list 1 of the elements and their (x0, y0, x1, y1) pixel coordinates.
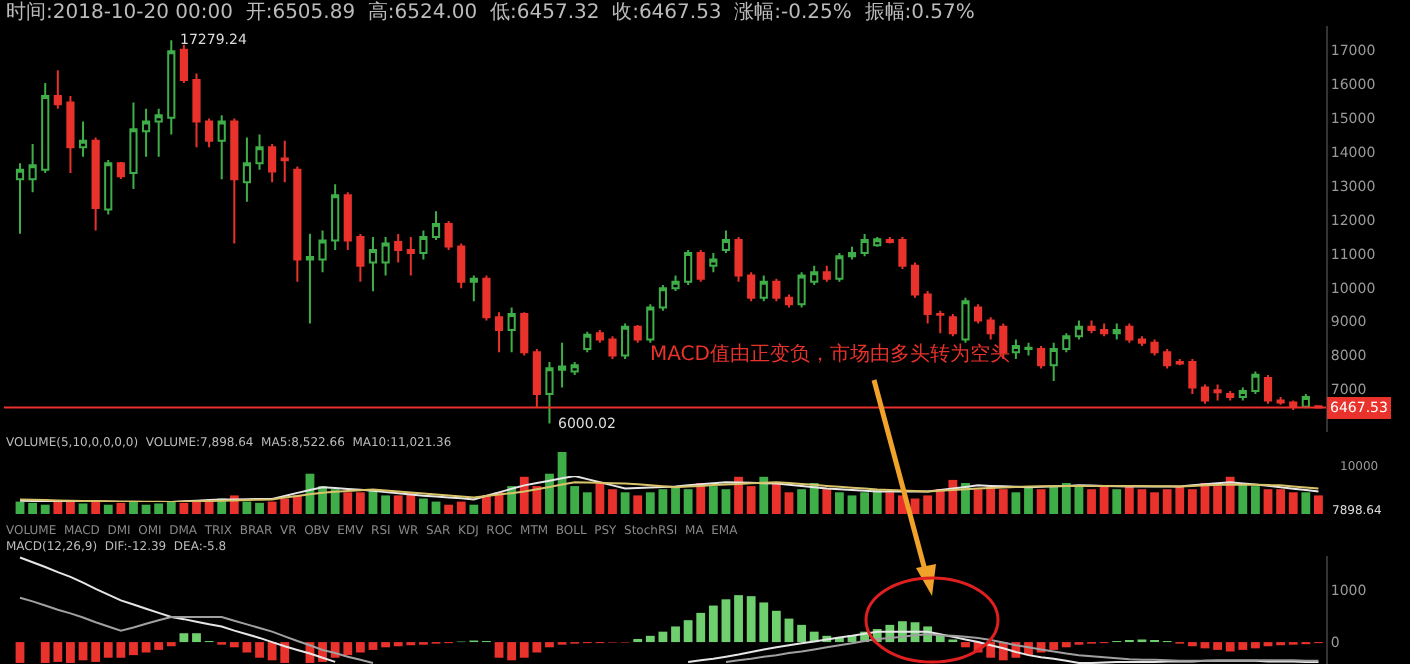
text: 时间:2018-10-20 00:00 开:6505.89 高:6524.00 低:6457.32 收:6467.53 涨幅:-0.25% 振幅:0.57% (6, 0, 975, 24)
